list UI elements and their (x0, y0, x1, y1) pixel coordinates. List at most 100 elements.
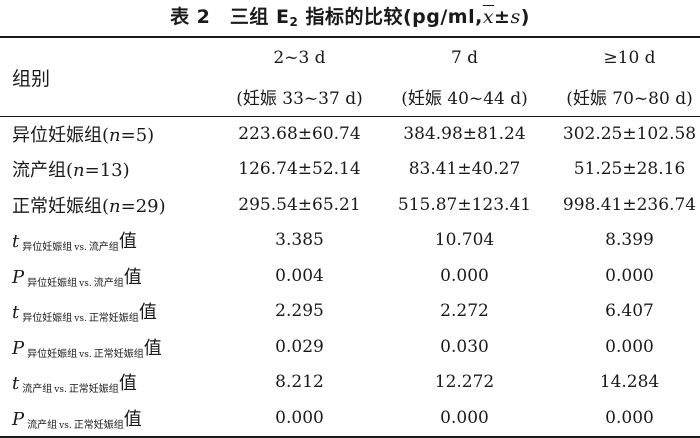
value-cell: 384.98±81.24 (403, 123, 526, 144)
header-rule (0, 116, 700, 117)
value-cell: 51.25±28.16 (573, 159, 686, 180)
group-label: 流产组(n=13) (12, 160, 130, 182)
title-subscript: 2 (289, 15, 299, 29)
bottom-rule (0, 436, 700, 438)
n-label: n (109, 124, 121, 146)
value-cell: 998.41±236.74 (562, 194, 697, 215)
stat-group-a: 流产组 (27, 419, 58, 431)
comparison-table: 组别 2~3 d 7 d ≥10 d (妊娠 33~37 d) (妊娠 40~4… (0, 38, 700, 436)
value-cell: 0.000 (605, 265, 654, 286)
stat-vs: vs. (74, 243, 87, 254)
stat-group-b: 正常妊娠组 (88, 313, 139, 325)
value-cell: 0.000 (440, 265, 489, 286)
table-row: P 异位妊娠组 vs. 正常妊娠组值 0.029 0.030 0.000 (0, 329, 700, 365)
value-cell: 0.000 (275, 407, 324, 428)
value-cell: 8.399 (605, 230, 654, 251)
header-col-3-line1: ≥10 d (603, 47, 656, 68)
stat-letter: t (12, 373, 20, 395)
value-cell: 0.000 (605, 336, 654, 357)
stat-label: P 异位妊娠组 vs. 流产组值 (0, 258, 217, 294)
n-value: =5 (120, 124, 148, 146)
table-body: 异位妊娠组(n=5) 223.68±60.74 384.98±81.24 302.25… (0, 116, 700, 436)
stat-comparison: 异位妊娠组 vs. 流产组 (22, 242, 119, 253)
stat-group-a: 流产组 (22, 384, 53, 396)
stat-letter: P (12, 266, 25, 288)
header-col-1-line1: 2~3 d (273, 47, 326, 68)
header-group-label: 组别 (12, 67, 51, 90)
stat-comparison: 流产组 vs. 正常妊娠组 (27, 420, 124, 431)
group-label: 异位妊娠组(n=5) (12, 124, 155, 146)
stat-group-b: 流产组 (88, 242, 119, 254)
table-title: 表 2 三组 E2 指标的比较(pg/ml,x±s) (0, 3, 700, 36)
stat-vs: vs. (74, 314, 87, 325)
value-cell: 8.212 (275, 372, 324, 393)
stat-tail: 值 (138, 302, 157, 324)
stat-label: P 异位妊娠组 vs. 正常妊娠组值 (0, 329, 217, 365)
stat-group-b: 正常妊娠组 (73, 419, 124, 431)
group-label: 正常妊娠组(n=29) (12, 195, 166, 217)
value-cell: 0.000 (605, 407, 654, 428)
header-col-1-line2: (妊娠 33~37 d) (236, 89, 363, 109)
stat-comparison: 异位妊娠组 vs. 正常妊娠组 (27, 349, 144, 360)
value-cell: 295.54±65.21 (238, 194, 361, 215)
group-name: 正常妊娠组 (12, 195, 102, 217)
value-cell: 10.704 (434, 230, 495, 251)
stat-tail: 值 (118, 231, 137, 253)
stat-group-a: 异位妊娠组 (22, 313, 73, 325)
stat-comparison: 异位妊娠组 vs. 正常妊娠组 (22, 313, 139, 324)
value-cell: 0.029 (275, 336, 324, 357)
stat-label: t 流产组 vs. 正常妊娠组值 (0, 365, 217, 401)
value-cell: 12.272 (434, 372, 495, 393)
table-row: t 流产组 vs. 正常妊娠组值 8.212 12.272 14.284 (0, 365, 700, 401)
stat-group-a: 异位妊娠组 (27, 348, 78, 360)
value-cell: 6.407 (605, 301, 654, 322)
stat-vs: vs. (59, 420, 72, 431)
stat-tail: 值 (143, 337, 162, 359)
stat-comparison: 流产组 vs. 正常妊娠组 (22, 384, 119, 395)
value-cell: 302.25±102.58 (562, 123, 697, 144)
value-cell: 0.004 (275, 265, 324, 286)
value-cell: 14.284 (599, 372, 660, 393)
value-cell: 3.385 (275, 230, 324, 251)
value-cell: 0.000 (440, 407, 489, 428)
value-cell: 223.68±60.74 (238, 123, 361, 144)
value-cell: 2.272 (440, 301, 489, 322)
stat-comparison: 异位妊娠组 vs. 流产组 (27, 278, 124, 289)
stat-tail: 值 (123, 408, 142, 430)
stat-letter: t (12, 302, 20, 324)
n-label: n (73, 160, 85, 182)
table-row: t 异位妊娠组 vs. 正常妊娠组值 2.295 2.272 6.407 (0, 294, 700, 330)
table-row: P 流产组 vs. 正常妊娠组值 0.000 0.000 0.000 (0, 400, 700, 436)
value-cell: 83.41±40.27 (408, 159, 521, 180)
stat-letter: P (12, 337, 25, 359)
stat-label: P 流产组 vs. 正常妊娠组值 (0, 400, 217, 436)
table-row: P 异位妊娠组 vs. 流产组值 0.004 0.000 0.000 (0, 258, 700, 294)
value-cell: 0.030 (440, 336, 489, 357)
table-row: t 异位妊娠组 vs. 流产组值 3.385 10.704 8.399 (0, 223, 700, 259)
n-value: =13 (84, 160, 123, 182)
header-col-2-line2: (妊娠 40~44 d) (401, 89, 528, 109)
stat-label: t 异位妊娠组 vs. 流产组值 (0, 223, 217, 259)
title-close: ) (520, 6, 530, 28)
value-cell: 515.87±123.41 (397, 194, 532, 215)
stat-vs: vs. (79, 349, 92, 360)
n-label: n (109, 195, 121, 217)
n-value: =29 (120, 195, 159, 217)
title-prefix: 表 2 三组 E (170, 6, 290, 28)
header-col-2-line1: 7 d (450, 47, 479, 68)
stat-letter: P (12, 408, 25, 430)
stat-group-b: 正常妊娠组 (93, 348, 144, 360)
title-s: s (510, 6, 521, 28)
stat-tail: 值 (123, 266, 142, 288)
header-col-3-line2: (妊娠 70~80 d) (566, 89, 693, 109)
header-row-1: 组别 2~3 d 7 d ≥10 d (0, 38, 700, 90)
stat-tail: 值 (118, 373, 137, 395)
stat-group-b: 流产组 (93, 277, 124, 289)
group-name: 流产组 (12, 160, 66, 182)
stat-group-a: 异位妊娠组 (27, 277, 78, 289)
stat-vs: vs. (79, 278, 92, 289)
title-xbar: x (482, 6, 495, 28)
group-name: 异位妊娠组 (12, 124, 102, 146)
title-middle: 指标的比较(pg/ml, (298, 6, 483, 28)
table-row: 流产组(n=13) 126.74±52.14 83.41±40.27 51.25±28… (0, 152, 700, 188)
